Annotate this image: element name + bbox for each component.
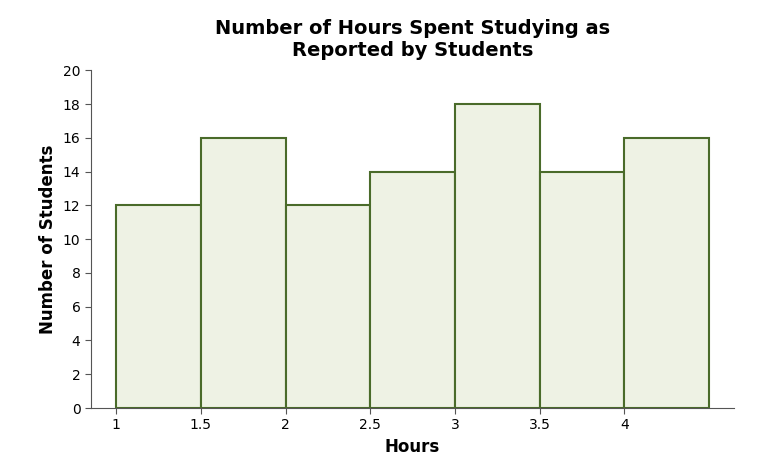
Bar <box>201 138 285 408</box>
Bar <box>455 104 540 408</box>
Bar <box>625 138 709 408</box>
Bar <box>370 172 455 408</box>
Y-axis label: Number of Students: Number of Students <box>39 144 57 334</box>
Bar <box>285 205 370 408</box>
X-axis label: Hours: Hours <box>385 438 440 456</box>
Bar <box>540 172 625 408</box>
Title: Number of Hours Spent Studying as
Reported by Students: Number of Hours Spent Studying as Report… <box>215 19 610 61</box>
Bar <box>117 205 201 408</box>
